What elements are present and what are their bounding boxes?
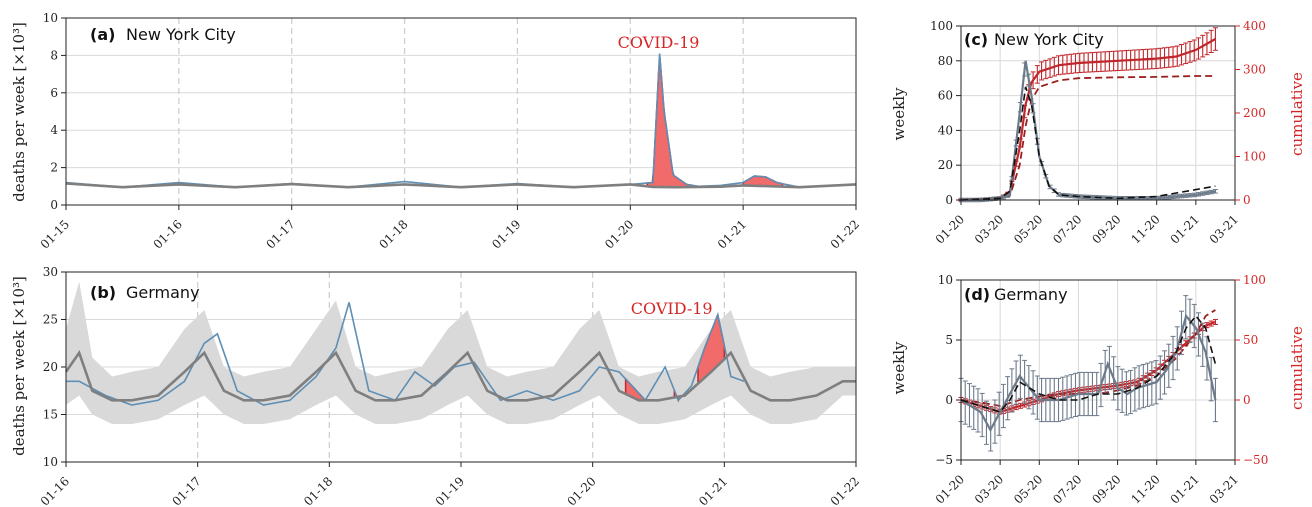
panel-a-annotation: COVID-19: [618, 33, 700, 52]
panel-d-ytick-label-right: 0: [1243, 393, 1251, 407]
panel-d-cumulative-line: [960, 320, 1216, 414]
panel-d-xtick-label: 03-21: [1207, 472, 1241, 506]
panel-b-ytick-label: 15: [43, 408, 58, 422]
panel-a-ytick-label: 8: [50, 48, 58, 62]
panel-d-xtick-label: 01-21: [1168, 472, 1202, 506]
panel-a-ylabel: deaths per week [×10³]: [10, 22, 28, 202]
panel-b-ytick-label: 30: [43, 265, 58, 279]
panel-b-ylabel: deaths per week [×10³]: [10, 276, 28, 456]
panel-c-ytick-label: 80: [938, 54, 953, 68]
panel-b-xtick-label: 01-16: [38, 474, 72, 507]
panel-d: 01-20 03-20 05-20 07-20 09-20 11-20 01-21 03-21…: [890, 273, 1306, 507]
panel-c: 01-20 03-20 05-20 07-20 09-20 11-20 01-21 03-21…: [890, 19, 1306, 247]
panel-d-ytick-label-right: −50: [1243, 453, 1268, 467]
panel-b-xtick-label: 01-18: [301, 474, 335, 507]
panel-a-baseline-line: [65, 182, 857, 189]
panel-b-title: Germany: [126, 283, 200, 302]
panel-b-xtick-label: 01-20: [564, 474, 598, 507]
panel-a-xtick-label: 01-20: [602, 217, 636, 251]
panel-d-xtick-label: 01-20: [933, 472, 967, 506]
panel-c-xtick-label: 01-21: [1168, 212, 1202, 246]
panel-c-ytick-label-right: 400: [1243, 19, 1266, 33]
panel-d-ylabel: weekly: [890, 341, 908, 394]
panel-a-xtick-label: 01-18: [376, 217, 410, 251]
panel-c-ytick-label-right: 200: [1243, 106, 1266, 120]
panel-c-ytick-label: 20: [938, 158, 953, 172]
panel-c-weekly-fit-line: [960, 86, 1216, 201]
panel-d-ytick-label: 0: [945, 393, 953, 407]
panel-a-xtick-label: 01-16: [151, 217, 185, 251]
panel-a-ytick-label: 6: [50, 86, 58, 100]
panel-c-xtick-label: 01-20: [933, 212, 967, 246]
panel-c-weekly-line: [961, 60, 1216, 202]
panel-d-xtick-label: 09-20: [1089, 472, 1123, 506]
panel-b-label: (b): [90, 283, 116, 302]
panel-b-baseline-line: [64, 349, 856, 402]
panel-c-xtick-label: 03-20: [972, 212, 1006, 246]
panel-d-ytick-label: 10: [938, 273, 953, 287]
panel-a-axes-frame: [65, 17, 857, 206]
panel-b-xtick-label: 01-22: [828, 474, 862, 507]
panel-a-ytick-label: 10: [43, 11, 58, 25]
panel-c-title: New York City: [994, 30, 1104, 49]
panel-c-ylabel: weekly: [890, 87, 908, 140]
panel-c-ytick-label: 60: [938, 89, 953, 103]
panel-c-xtick-label: 09-20: [1089, 212, 1123, 246]
panel-d-xtick-label: 05-20: [1011, 472, 1045, 506]
panel-d-ytick-label-right: 50: [1243, 333, 1258, 347]
panel-a: 01-15 01-16 01-17 01-18 01-19 01-20 01-21 01-22…: [10, 11, 862, 252]
panel-c-label: (c): [964, 30, 988, 49]
panel-a-xtick-label: 01-19: [489, 217, 523, 251]
panel-a-xtick-label: 01-21: [715, 217, 749, 251]
panel-d-ylabel-right: cumulative: [1288, 326, 1306, 410]
panel-a-label: (a): [90, 25, 115, 44]
panel-a-ytick-label: 0: [50, 198, 58, 212]
panel-d-xtick-label: 03-20: [972, 472, 1006, 506]
panel-b-annotation: COVID-19: [631, 299, 713, 318]
panel-a-title: New York City: [126, 25, 236, 44]
panel-b-ytick-label: 20: [43, 360, 58, 374]
panel-d-weekly-fit-line: [960, 314, 1217, 413]
panel-d-label: (d): [964, 285, 990, 304]
panel-b: 01-16 01-17 01-18 01-19 01-20 01-21 01-22 10 15 2…: [10, 265, 862, 507]
panel-d-title: Germany: [994, 285, 1068, 304]
panel-b-xtick-label: 01-21: [696, 474, 730, 507]
panel-c-ytick-label: 40: [938, 123, 953, 137]
panel-c-ytick-label-right: 300: [1243, 63, 1266, 77]
panel-a-xtick-label: 01-22: [828, 217, 862, 251]
panel-b-xtick-label: 01-17: [169, 474, 203, 507]
panel-a-ytick-label: 2: [50, 161, 58, 175]
panel-c-xtick-label: 05-20: [1011, 212, 1045, 246]
panel-c-ytick-label: 100: [930, 19, 953, 33]
panel-a-xtick-label: 01-15: [38, 217, 72, 251]
panel-c-ytick-label: 0: [945, 193, 953, 207]
panel-c-xtick-label: 11-20: [1128, 212, 1162, 246]
panel-c-ytick-label-right: 100: [1243, 150, 1266, 164]
panel-a-ytick-label: 4: [50, 123, 58, 137]
panel-c-cumulative-fit-line: [960, 75, 1216, 201]
panel-d-ytick-label: −5: [935, 453, 953, 467]
panel-d-ytick-label-right: 100: [1243, 273, 1266, 287]
panel-b-uncertainty-band: [66, 281, 856, 424]
panel-d-axes-frame: [960, 279, 1236, 461]
panel-c-xtick-label: 07-20: [1050, 212, 1084, 246]
panel-a-xtick-label: 01-17: [263, 217, 297, 251]
panel-b-ytick-label: 25: [43, 313, 58, 327]
panel-b-xtick-label: 01-19: [433, 474, 467, 507]
panel-c-ytick-label-right: 0: [1243, 193, 1251, 207]
panel-b-ytick-label: 10: [43, 455, 58, 469]
panel-c-ylabel-right: cumulative: [1288, 72, 1306, 156]
panel-d-xtick-label: 11-20: [1128, 472, 1162, 506]
panel-d-xtick-label: 07-20: [1050, 472, 1084, 506]
panel-d-ytick-label: 5: [945, 333, 953, 347]
panel-c-xtick-label: 03-21: [1207, 212, 1241, 246]
